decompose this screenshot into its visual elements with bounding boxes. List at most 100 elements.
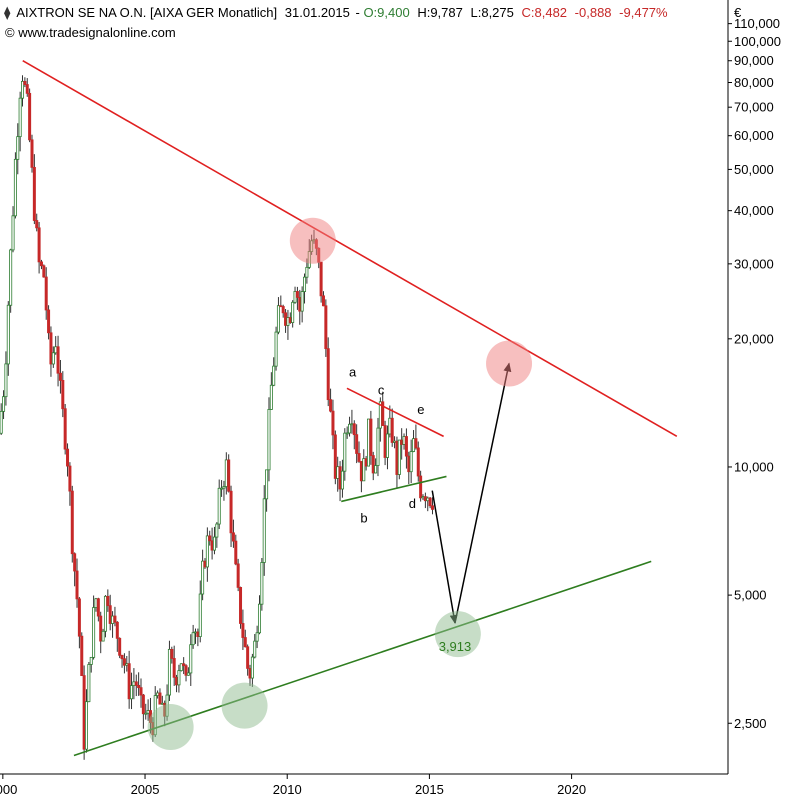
close-value: C:8,482	[522, 5, 568, 20]
candle-body	[331, 410, 335, 436]
candle-body	[407, 455, 411, 473]
candle-body	[70, 490, 74, 555]
candle	[32, 154, 36, 225]
candle-body	[170, 648, 174, 659]
y-tick-label: 2,500	[734, 716, 767, 731]
candle	[250, 653, 254, 687]
candle-body	[113, 615, 117, 623]
candle-body	[227, 459, 231, 492]
candle	[395, 436, 399, 489]
candle-body	[2, 396, 6, 412]
candle-body	[63, 408, 67, 450]
candle-body	[194, 631, 198, 634]
annotations: a b c d e 3,913	[349, 365, 471, 654]
wave-label-d: d	[409, 496, 416, 511]
candle	[222, 480, 226, 501]
candle-body	[201, 560, 205, 595]
support-touch-marker	[147, 703, 194, 750]
candle	[139, 678, 143, 708]
candle	[25, 78, 29, 97]
candle	[426, 496, 430, 512]
candle-body	[6, 304, 10, 365]
candle-body	[184, 665, 188, 676]
candle-body	[25, 84, 29, 94]
candle	[343, 428, 347, 481]
candle	[146, 699, 150, 721]
candle	[265, 469, 269, 512]
candle	[357, 441, 361, 463]
candle-body	[28, 92, 32, 141]
candle-body	[241, 623, 245, 638]
target-price-label: 3,913	[439, 639, 472, 654]
candle-body	[84, 701, 88, 750]
candle	[212, 526, 216, 555]
candle-body	[106, 595, 110, 607]
candle	[87, 661, 91, 703]
y-tick: 110,000	[728, 16, 780, 31]
candle	[286, 309, 290, 340]
candle	[407, 451, 411, 485]
candle-body	[255, 632, 259, 642]
y-tick-label: 40,000	[734, 203, 774, 218]
y-tick: 5,000	[728, 588, 767, 603]
candle-body	[99, 615, 103, 642]
candle-body	[350, 423, 354, 426]
change-absolute: -0,888	[575, 5, 612, 20]
candle-body	[156, 692, 160, 696]
candle-body	[364, 458, 368, 467]
y-tick: 2,500	[728, 716, 767, 731]
candle	[293, 286, 297, 304]
candle-body	[222, 486, 226, 489]
candle	[2, 390, 6, 420]
candle	[66, 443, 70, 477]
change-percent: -9,477%	[619, 5, 668, 20]
candle-body	[167, 648, 171, 696]
candle	[321, 291, 325, 307]
forecast-arrow	[454, 362, 512, 624]
candle-body	[262, 498, 266, 563]
candle	[345, 426, 349, 439]
candle	[248, 664, 252, 686]
candle	[333, 430, 337, 485]
candle	[9, 248, 13, 313]
candle	[231, 519, 235, 548]
candle-body	[9, 249, 13, 306]
candle	[404, 428, 408, 469]
candle	[127, 650, 131, 709]
candle	[284, 309, 288, 333]
candle-body	[73, 553, 77, 572]
candle-body	[295, 291, 299, 298]
candle	[49, 326, 53, 377]
candle-body	[115, 621, 119, 639]
candle	[340, 459, 344, 498]
candle	[246, 644, 250, 676]
candle	[167, 640, 171, 701]
candle-body	[239, 587, 243, 624]
candle	[35, 213, 39, 232]
candle	[115, 621, 119, 652]
candle	[70, 485, 74, 563]
candle	[89, 656, 93, 673]
candle	[96, 597, 100, 622]
candle-body	[47, 309, 51, 334]
candle-body	[11, 215, 15, 251]
candle	[224, 452, 228, 495]
candle-body	[118, 637, 122, 656]
low-value: L:8,275	[471, 5, 514, 20]
candle	[198, 580, 202, 643]
candle-body	[367, 418, 371, 467]
candle-body	[267, 409, 271, 471]
candle	[324, 299, 328, 357]
candle	[288, 312, 292, 324]
candle-body	[397, 439, 401, 475]
candle-body	[288, 317, 292, 324]
candle-body	[359, 461, 363, 482]
triangle-upper-line	[346, 387, 444, 438]
candle-body	[137, 684, 141, 689]
candle-body	[172, 658, 176, 678]
candle-body	[205, 535, 209, 568]
candle-body	[355, 434, 359, 454]
y-tick-label: 30,000	[734, 256, 774, 271]
wave-label-c: c	[378, 382, 385, 397]
candle-body	[66, 448, 70, 467]
